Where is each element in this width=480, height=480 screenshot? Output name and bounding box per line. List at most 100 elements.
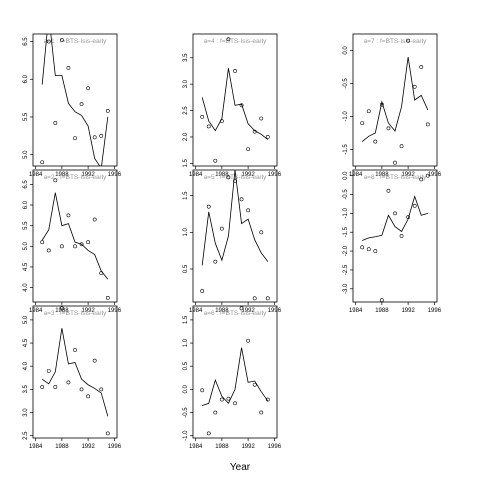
data-point xyxy=(213,259,218,264)
y-tick-label: 5.0 xyxy=(23,315,29,324)
panel-6: a=8 : f=BTS-Isis-early -3.0 -2.5 -2.0 -1.5 -1… xyxy=(343,169,442,314)
panel-frame xyxy=(32,169,118,303)
data-point xyxy=(379,298,384,302)
y-tick-label: 5.0 xyxy=(23,150,29,159)
panel-strip-label: a=5 : f=BTS-Isis-early xyxy=(204,174,268,181)
data-point xyxy=(86,86,91,91)
panel-frame xyxy=(192,305,278,439)
data-point xyxy=(425,122,430,127)
y-tick-label: 1.0 xyxy=(183,228,189,237)
x-tick-label: 1988 xyxy=(375,172,389,178)
data-point xyxy=(399,234,404,238)
data-point xyxy=(379,102,384,107)
panel-strip-label: a=6 : f=BTS-Isis-early xyxy=(204,310,268,317)
panel-data xyxy=(40,178,110,300)
data-point xyxy=(200,114,205,119)
panel-1: a=1 : f=BTS-Isis-early 5.0 5.5 6.0 6.5 1984 19… xyxy=(23,33,122,178)
panel-frame xyxy=(32,33,118,167)
data-point xyxy=(200,388,205,393)
x-tick-label: 1984 xyxy=(189,172,203,178)
data-point xyxy=(219,119,224,124)
data-point xyxy=(406,215,411,220)
data-point xyxy=(105,109,110,113)
data-point xyxy=(425,173,430,178)
data-point xyxy=(213,158,218,163)
data-point xyxy=(233,401,237,406)
series-line xyxy=(41,328,109,417)
data-point xyxy=(412,203,417,208)
y-tick-label: 1.5 xyxy=(183,315,189,324)
data-point xyxy=(206,204,211,209)
x-axis-label: Year xyxy=(230,462,251,473)
y-tick-label: -1.0 xyxy=(343,111,349,122)
panel-frame xyxy=(192,33,278,167)
panel-8: a=6 : f=BTS-Isis-early -1.0 -0.5 0.0 0.5 1.0 1… xyxy=(183,305,282,450)
data-point xyxy=(399,144,404,149)
y-tick-label: 4.0 xyxy=(23,283,29,292)
y-tick-label: 6.5 xyxy=(23,37,29,46)
panel-strip-label: a=8 : f=BTS-Isis-early xyxy=(364,174,428,181)
y-tick-label: 0.5 xyxy=(183,264,189,273)
y-tick-label: 6.0 xyxy=(23,74,29,83)
data-point xyxy=(53,178,58,183)
data-point xyxy=(259,230,264,235)
x-tick-label: 1996 xyxy=(268,308,282,314)
data-point xyxy=(53,385,58,389)
data-point xyxy=(59,244,64,249)
y-tick-label: -2.0 xyxy=(343,245,349,256)
data-point xyxy=(59,306,64,311)
y-tick-label: 5.5 xyxy=(23,221,29,230)
panel-strip-label: a=7 : f=BTS-Isis-early xyxy=(364,38,428,45)
y-tick-label: -0.5 xyxy=(343,78,349,89)
y-tick-label: 3.0 xyxy=(183,79,189,88)
data-point xyxy=(233,179,237,183)
y-tick-label: -1.0 xyxy=(343,208,349,219)
data-point xyxy=(219,226,224,231)
x-tick-label: 1992 xyxy=(81,308,95,314)
x-tick-label: 1992 xyxy=(81,172,95,178)
data-point xyxy=(53,121,58,125)
panel-strip-label: a=2 : f=BTS-Isis-early xyxy=(44,174,108,181)
data-point xyxy=(412,84,417,89)
data-point xyxy=(79,242,84,247)
x-tick-label: 1996 xyxy=(428,308,442,314)
panel-data xyxy=(40,34,110,166)
data-point xyxy=(233,69,237,73)
x-tick-label: 1988 xyxy=(215,308,229,314)
y-tick-label: 1.5 xyxy=(183,191,189,200)
y-tick-label: 0.0 xyxy=(343,171,349,180)
y-tick-label: 0.0 xyxy=(343,46,349,55)
data-point xyxy=(393,160,397,165)
x-tick-label: 1984 xyxy=(349,308,363,314)
data-point xyxy=(59,38,64,42)
y-tick-label: 2.5 xyxy=(183,106,189,115)
data-point xyxy=(40,385,45,389)
x-tick-label: 1984 xyxy=(189,308,203,314)
data-point xyxy=(246,208,251,213)
panel-strip-label: a=1 : f=BTS-Isis-early xyxy=(44,38,108,45)
x-tick-label: 1992 xyxy=(401,308,415,314)
data-point xyxy=(99,387,104,392)
x-tick-label: 1992 xyxy=(241,444,255,450)
data-point xyxy=(259,410,264,415)
x-tick-label: 1992 xyxy=(241,172,255,178)
panel-3: a=7 : f=BTS-Isis-early-1.5-1.0-0.50.0198… xyxy=(343,33,442,178)
data-point xyxy=(239,306,244,311)
y-tick-label: -0.5 xyxy=(183,407,189,418)
data-point xyxy=(360,121,365,126)
panel-frame xyxy=(352,33,438,167)
panel-data xyxy=(360,38,430,165)
data-point xyxy=(213,410,218,415)
data-point xyxy=(252,129,257,134)
data-point xyxy=(406,38,411,43)
data-point xyxy=(73,136,77,140)
data-point xyxy=(66,66,71,70)
y-tick-label: 1.5 xyxy=(183,159,189,168)
data-point xyxy=(200,289,205,293)
data-point xyxy=(386,188,391,193)
y-tick-label: 4.5 xyxy=(23,338,29,347)
panel-frame xyxy=(32,305,118,439)
x-tick-label: 1988 xyxy=(55,172,69,178)
x-tick-label: 1996 xyxy=(268,444,282,450)
